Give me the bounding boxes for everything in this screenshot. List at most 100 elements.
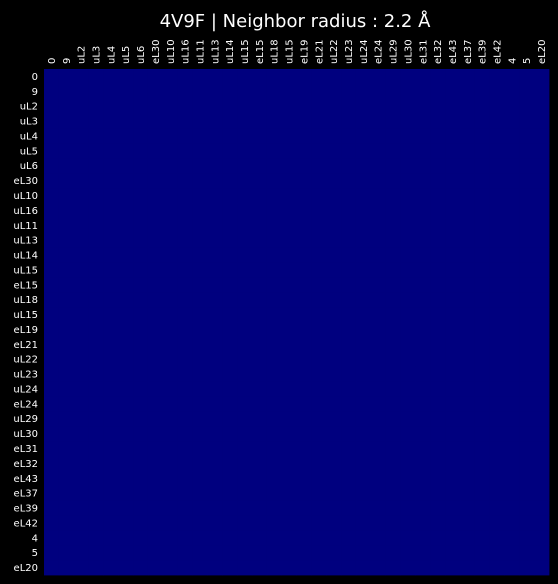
heatmap-cell (133, 322, 149, 338)
heatmap-cell (133, 336, 149, 353)
heatmap-cell (237, 455, 253, 472)
x-tick-label: 4 (507, 58, 518, 64)
heatmap-cell (58, 470, 75, 487)
heatmap-cell (355, 232, 372, 248)
heatmap-cell (103, 173, 119, 189)
heatmap-cell (355, 426, 372, 442)
heatmap-cell (326, 515, 342, 531)
heatmap-cell (445, 98, 461, 115)
heatmap-cell (489, 441, 505, 457)
x-tick-label: uL3 (91, 46, 102, 64)
heatmap-cell (58, 202, 75, 219)
heatmap-cell (73, 128, 89, 144)
heatmap-cell (44, 545, 60, 561)
heatmap-cell (266, 426, 283, 442)
heatmap-cell (118, 113, 134, 129)
heatmap-cell (281, 366, 297, 382)
heatmap-cell (222, 500, 238, 516)
heatmap-cell (400, 485, 416, 501)
heatmap-cell (519, 247, 535, 263)
heatmap-cell (459, 307, 476, 323)
heatmap-cell (504, 455, 520, 472)
heatmap-cell (222, 277, 238, 293)
heatmap-cell (474, 307, 490, 323)
x-tick-label: uL11 (195, 39, 206, 64)
heatmap-cell (88, 485, 104, 501)
heatmap-cell (534, 173, 550, 189)
heatmap-cell (534, 545, 550, 561)
heatmap-cell (311, 188, 327, 204)
heatmap-cell (73, 381, 89, 397)
heatmap-cell (355, 292, 372, 308)
heatmap-cell (459, 98, 476, 115)
heatmap-cell (519, 113, 535, 129)
heatmap-cell (430, 277, 446, 293)
heatmap-cell (355, 217, 372, 234)
heatmap-cell (415, 262, 431, 278)
heatmap-cell (103, 441, 119, 457)
heatmap-cell (519, 515, 535, 531)
y-tick-label: uL10 (13, 191, 38, 202)
heatmap-cell (415, 530, 431, 546)
heatmap-cell (474, 396, 490, 412)
heatmap-cell (222, 381, 238, 397)
heatmap-cell (177, 113, 193, 129)
heatmap-cell (489, 83, 505, 100)
heatmap-cell (207, 560, 223, 576)
heatmap-cell (177, 545, 193, 561)
heatmap-cell (251, 470, 268, 487)
heatmap-cell (341, 426, 357, 442)
heatmap-cell (44, 173, 60, 189)
heatmap-cell (162, 128, 179, 144)
heatmap-cell (133, 470, 149, 487)
heatmap-cell (445, 69, 461, 85)
heatmap-cell (103, 158, 119, 174)
heatmap-cell (430, 232, 446, 248)
heatmap-cell (459, 69, 476, 85)
x-tick-label: 0 (47, 58, 58, 64)
heatmap-cell (237, 530, 253, 546)
heatmap-cell (207, 307, 223, 323)
heatmap-cell (281, 292, 297, 308)
heatmap-cell (192, 277, 208, 293)
heatmap-cell (341, 113, 357, 129)
heatmap-cell (489, 470, 505, 487)
heatmap-cell (355, 441, 372, 457)
heatmap-cell (251, 545, 268, 561)
heatmap-cell (147, 441, 164, 457)
heatmap-cell (341, 396, 357, 412)
heatmap-cell (370, 560, 387, 576)
y-tick-label: 0 (32, 72, 38, 83)
heatmap-cell (222, 322, 238, 338)
heatmap-cell (207, 188, 223, 204)
heatmap-cell (44, 69, 60, 85)
heatmap-cell (73, 188, 89, 204)
y-tick-label: 4 (32, 533, 38, 544)
heatmap-cell (162, 232, 179, 248)
heatmap-cell (326, 426, 342, 442)
heatmap-cell (355, 381, 372, 397)
heatmap-cell (251, 396, 268, 412)
heatmap-cell (489, 98, 505, 115)
heatmap-cell (415, 500, 431, 516)
heatmap-cell (534, 470, 550, 487)
heatmap-cell (400, 202, 416, 219)
heatmap-cell (177, 396, 193, 412)
heatmap-cell (445, 381, 461, 397)
heatmap-cell (430, 545, 446, 561)
heatmap-cell (222, 113, 238, 129)
heatmap-cell (534, 83, 550, 100)
heatmap-cell (147, 247, 164, 263)
heatmap-cell (44, 202, 60, 219)
heatmap-cell (311, 411, 327, 427)
x-tick-label: eL15 (255, 40, 266, 64)
heatmap-cell (88, 277, 104, 293)
heatmap-cell (237, 188, 253, 204)
heatmap-cell (534, 69, 550, 85)
heatmap-cell (519, 500, 535, 516)
heatmap-cell (88, 98, 104, 115)
heatmap-cell (311, 322, 327, 338)
heatmap-cell (534, 560, 550, 576)
heatmap-cell (459, 83, 476, 100)
